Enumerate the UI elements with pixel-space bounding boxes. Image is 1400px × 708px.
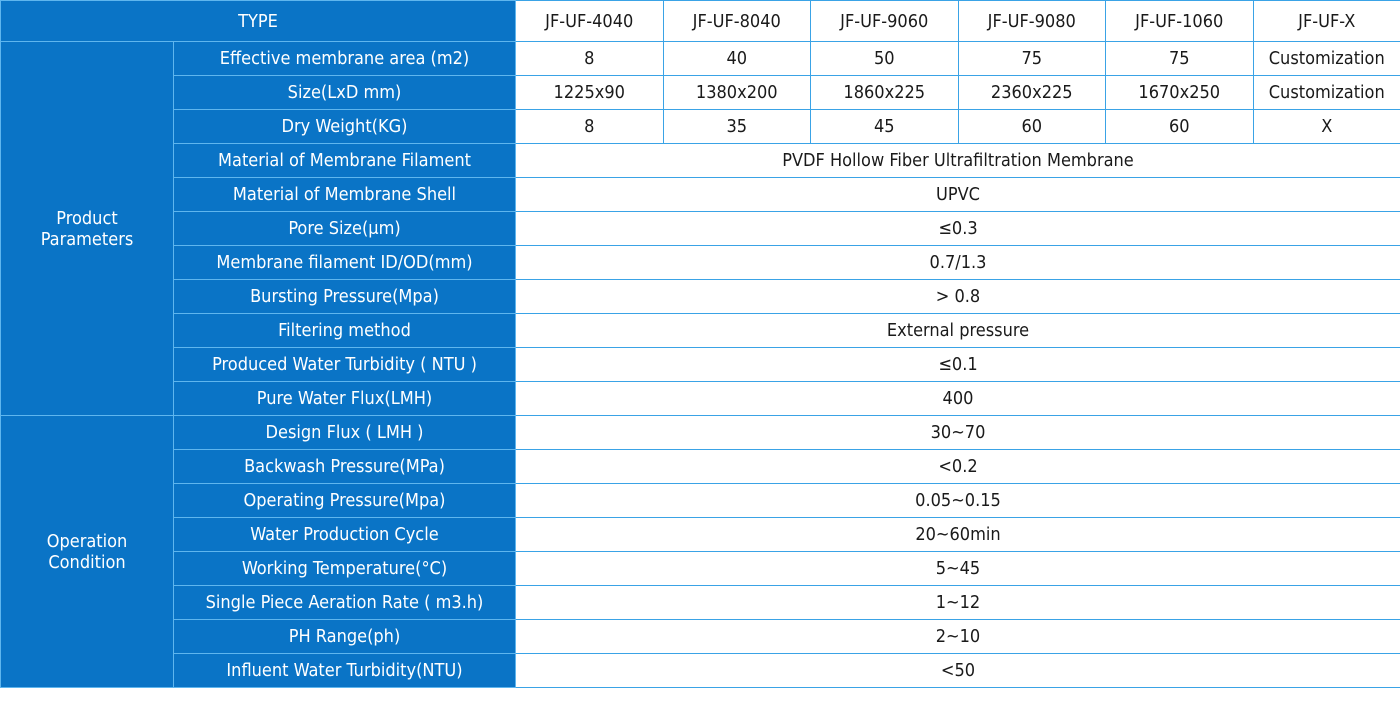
cell-value: 40 (662, 41, 811, 76)
data-row: Size(LxD mm) 1225x90 1380x200 1860x225 2360x… (1, 75, 1400, 110)
row-label: Pore Size(μm) (173, 211, 516, 246)
data-row: Material of Membrane Filament PVDF Hollow… (1, 143, 1400, 178)
cell-value: 1225x90 (515, 75, 664, 110)
data-row: Material of Membrane Shell UPVC (1, 177, 1400, 212)
data-row: Filtering method External pressure (1, 313, 1400, 348)
data-row: Working Temperature(°C) 5~45 (1, 551, 1400, 586)
data-row: Membrane filament ID/OD(mm) 0.7/1.3 (1, 245, 1400, 280)
data-row: Single Piece Aeration Rate ( m3.h) 1~12 (1, 585, 1400, 620)
data-row: Pore Size(μm) ≤0.3 (1, 211, 1400, 246)
cell-value: 20~60min (515, 517, 1400, 552)
data-row: Bursting Pressure(Mpa) > 0.8 (1, 279, 1400, 314)
cell-value: UPVC (515, 177, 1400, 212)
row-label: Single Piece Aeration Rate ( m3.h) (173, 585, 516, 620)
data-row: Operation Condition Design Flux ( LMH ) 30~… (0, 415, 1400, 688)
group-name-line: Product (56, 207, 118, 229)
cell-value: X (1252, 109, 1400, 144)
cell-value: External pressure (515, 313, 1400, 348)
cell-value: 1670x250 (1105, 75, 1254, 110)
cell-value: 75 (1105, 41, 1254, 76)
cell-value: 8 (515, 41, 664, 76)
row-label: Produced Water Turbidity ( NTU ) (173, 347, 516, 382)
cell-value: 1380x200 (662, 75, 811, 110)
data-row: Operating Pressure(Mpa) 0.05~0.15 (1, 483, 1400, 518)
cell-value: Customization (1252, 75, 1400, 110)
model-name: JF-UF-4040 (515, 0, 664, 42)
model-name: JF-UF-X (1252, 0, 1400, 42)
model-name: JF-UF-9060 (810, 0, 959, 42)
cell-value: 400 (515, 381, 1400, 416)
cell-value: 0.05~0.15 (515, 483, 1400, 518)
row-label: Bursting Pressure(Mpa) (173, 279, 516, 314)
cell-value: 2~10 (515, 619, 1400, 654)
data-row: Influent Water Turbidity(NTU) <50 (1, 653, 1400, 688)
model-name: JF-UF-1060 (1105, 0, 1254, 42)
cell-value: 0.7/1.3 (515, 245, 1400, 280)
group-name-line: Operation (46, 530, 128, 552)
cell-value: 35 (662, 109, 811, 144)
cell-value: 2360x225 (957, 75, 1106, 110)
header-row: TYPE JF-UF-4040 JF-UF-8040 JF-UF-9060 JF-UF-… (0, 0, 1400, 42)
header-label: TYPE (0, 0, 516, 42)
group-name-line: Parameters (40, 228, 134, 250)
cell-value: ≤0.3 (515, 211, 1400, 246)
row-label: Material of Membrane Filament (173, 143, 516, 178)
model-name: JF-UF-9080 (957, 0, 1106, 42)
group-name-line: Condition (48, 551, 126, 573)
cell-value: Customization (1252, 41, 1400, 76)
data-row: Product Parameters Effective membrane area… (0, 41, 1400, 416)
row-label: Working Temperature(°C) (173, 551, 516, 586)
cell-value: 50 (810, 41, 959, 76)
cell-value: > 0.8 (515, 279, 1400, 314)
cell-value: 8 (515, 109, 664, 144)
cell-value: ≤0.1 (515, 347, 1400, 382)
data-row: Pure Water Flux(LMH) 400 (1, 381, 1400, 416)
row-label: Operating Pressure(Mpa) (173, 483, 516, 518)
cell-value: 60 (1105, 109, 1254, 144)
row-label: Filtering method (173, 313, 516, 348)
group-name: Operation Condition (0, 415, 174, 688)
row-label: Dry Weight(KG) (173, 109, 516, 144)
row-label: PH Range(ph) (173, 619, 516, 654)
row-label: Membrane filament ID/OD(mm) (173, 245, 516, 280)
row-label: Material of Membrane Shell (173, 177, 516, 212)
cell-value: 75 (957, 41, 1106, 76)
data-row: Produced Water Turbidity ( NTU ) ≤0.1 (1, 347, 1400, 382)
data-row: Dry Weight(KG) 8 35 45 60 60 X (1, 109, 1400, 144)
row-label: Size(LxD mm) (173, 75, 516, 110)
row-label: Influent Water Turbidity(NTU) (173, 653, 516, 688)
row-label: Water Production Cycle (173, 517, 516, 552)
cell-value: 30~70 (515, 415, 1400, 450)
data-row: Water Production Cycle 20~60min (1, 517, 1400, 552)
cell-value: 5~45 (515, 551, 1400, 586)
row-label: Effective membrane area (m2) (173, 41, 516, 76)
cell-value: 60 (957, 109, 1106, 144)
cell-value: 1860x225 (810, 75, 959, 110)
row-label: Design Flux ( LMH ) (173, 415, 516, 450)
row-label: Pure Water Flux(LMH) (173, 381, 516, 416)
cell-value: PVDF Hollow Fiber Ultrafiltration Membra… (515, 143, 1400, 178)
model-name: JF-UF-8040 (662, 0, 811, 42)
cell-value: <0.2 (515, 449, 1400, 484)
cell-value: 45 (810, 109, 959, 144)
row-label: Backwash Pressure(MPa) (173, 449, 516, 484)
cell-value: 1~12 (515, 585, 1400, 620)
data-row: Backwash Pressure(MPa) <0.2 (1, 449, 1400, 484)
data-row: PH Range(ph) 2~10 (1, 619, 1400, 654)
group-name: Product Parameters (0, 41, 174, 416)
spec-table: TYPE JF-UF-4040 JF-UF-8040 JF-UF-9060 JF-UF-… (0, 0, 1400, 688)
cell-value: <50 (515, 653, 1400, 688)
